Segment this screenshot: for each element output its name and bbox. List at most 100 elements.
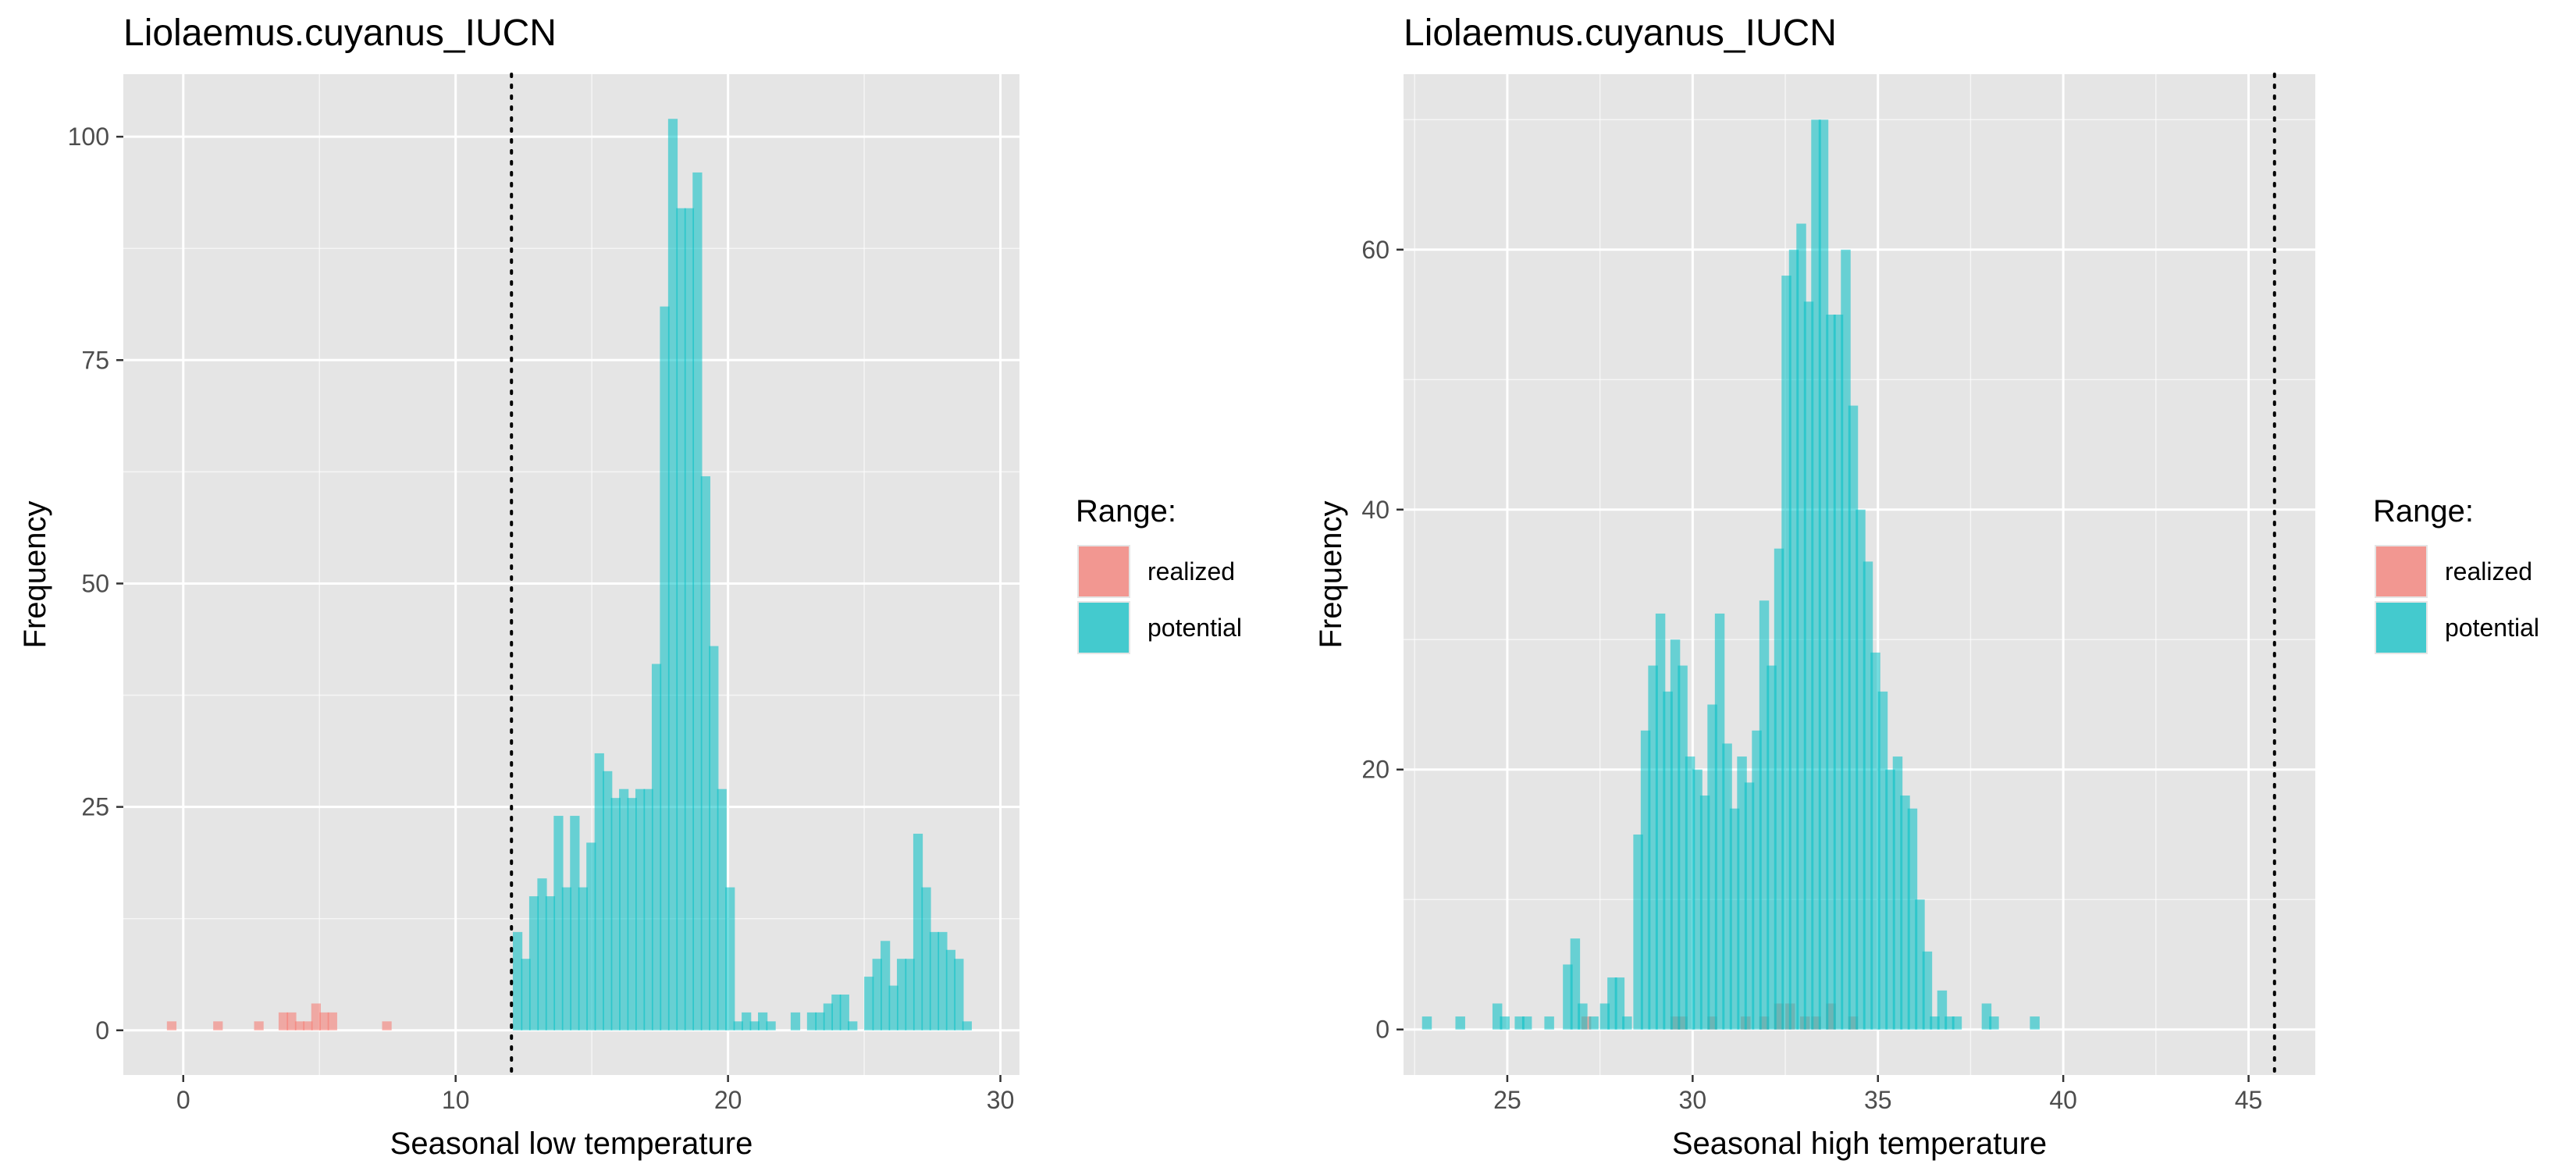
histogram-bar-potential — [537, 878, 547, 1030]
histogram-bar-potential — [896, 959, 907, 1030]
histogram-bar-potential — [594, 753, 604, 1030]
histogram-bar-potential — [1863, 561, 1873, 1030]
legend-swatch-potential — [1079, 603, 1129, 653]
histogram-bar-potential — [1640, 730, 1651, 1030]
y-tick-label: 75 — [81, 346, 109, 374]
histogram-bar-realized — [286, 1012, 297, 1030]
panel-high-temperature: 25 30 35 40 45 0 20 40 60 Liolaemus.cuyanus_IUCN S… — [1314, 12, 2539, 1161]
histogram-bar-potential — [1885, 769, 1895, 1030]
histogram-bar-potential — [1900, 795, 1910, 1030]
histogram-bar-potential — [921, 887, 931, 1030]
histogram-bar-potential — [1759, 600, 1770, 1030]
x-tick-label: 30 — [987, 1086, 1015, 1114]
histogram-bar-potential — [881, 941, 891, 1030]
histogram-bar-potential — [945, 949, 956, 1030]
histogram-bar-realized — [303, 1021, 313, 1030]
histogram-bar-potential — [521, 959, 531, 1030]
histogram-bar-potential — [651, 664, 662, 1030]
histogram-bar-potential — [1907, 808, 1918, 1030]
legend-label-realized: realized — [1147, 557, 1235, 586]
histogram-bar-realized — [254, 1021, 264, 1030]
histogram-bar-potential — [938, 931, 948, 1030]
histogram-bar-potential — [610, 798, 621, 1030]
histogram-bar-realized — [319, 1012, 329, 1030]
histogram-bar-realized — [327, 1012, 337, 1030]
y-tick-label: 0 — [95, 1016, 109, 1045]
y-tick-label: 20 — [1361, 756, 1389, 784]
legend: Range: realized potential — [1076, 494, 1242, 654]
histogram-bar-potential — [1803, 301, 1814, 1030]
histogram-bar-potential — [578, 887, 588, 1030]
histogram-bar-potential — [1707, 704, 1717, 1030]
histogram-bar-potential — [1892, 756, 1903, 1030]
histogram-bar-potential — [692, 172, 703, 1030]
histogram-bar-potential — [1767, 665, 1777, 1030]
histogram-bar-potential — [1455, 1016, 1465, 1030]
legend-label-potential: potential — [2445, 614, 2539, 642]
histogram-bar-potential — [1833, 315, 1844, 1030]
histogram-bar-potential — [864, 977, 874, 1030]
chart-title: Liolaemus.cuyanus_IUCN — [1404, 12, 1837, 54]
legend-label-potential: potential — [1147, 614, 1242, 642]
histogram-bar-potential — [561, 887, 572, 1030]
histogram-bar-potential — [848, 1021, 858, 1030]
histogram-bar-potential — [1421, 1016, 1432, 1030]
histogram-bar-potential — [1915, 899, 1925, 1030]
histogram-bar-potential — [913, 833, 923, 1030]
histogram-bar-potential — [1774, 548, 1784, 1030]
histogram-bar-potential — [905, 959, 915, 1030]
x-tick-label: 25 — [1493, 1086, 1521, 1114]
histogram-bar-realized — [311, 1003, 321, 1030]
histogram-bar-potential — [766, 1021, 776, 1030]
histogram-bar-potential — [806, 1012, 817, 1030]
legend-swatch-realized — [1079, 546, 1129, 596]
histogram-bar-potential — [635, 788, 646, 1030]
y-tick-label: 100 — [68, 123, 109, 151]
x-tick-label: 0 — [176, 1086, 190, 1114]
histogram-bar-potential — [1670, 639, 1681, 1030]
histogram-bar-potential — [1981, 1003, 1992, 1030]
histogram-bar-potential — [545, 896, 556, 1030]
histogram-bar-potential — [1781, 276, 1791, 1030]
histogram-bar-potential — [1788, 249, 1799, 1030]
histogram-bar-potential — [1570, 938, 1581, 1030]
histogram-bar-potential — [1870, 652, 1880, 1030]
chart-title: Liolaemus.cuyanus_IUCN — [123, 12, 557, 54]
histogram-bar-potential — [742, 1012, 752, 1030]
histogram-bar-potential — [643, 788, 653, 1030]
histogram-bar-potential — [627, 798, 637, 1030]
histogram-bar-potential — [1818, 119, 1829, 1030]
histogram-bar-potential — [619, 788, 629, 1030]
histogram-bar-potential — [1744, 782, 1755, 1030]
legend-title: Range: — [1076, 494, 1176, 529]
histogram-bar-potential — [1521, 1016, 1532, 1030]
histogram-bar-potential — [1937, 990, 1948, 1030]
histogram-bar-potential — [603, 771, 613, 1030]
histogram-bar-potential — [725, 887, 735, 1030]
histogram-bar-potential — [570, 816, 580, 1030]
histogram-bar-potential — [1848, 405, 1859, 1030]
legend-swatch-realized — [2376, 546, 2426, 596]
histogram-bar-potential — [1877, 691, 1888, 1030]
histogram-bar-potential — [888, 985, 898, 1030]
histogram-bar-potential — [1826, 315, 1836, 1030]
histogram-bar-potential — [733, 1021, 743, 1030]
y-tick-label: 25 — [81, 793, 109, 821]
histogram-bar-potential — [660, 306, 670, 1030]
histogram-bar-potential — [1589, 1016, 1599, 1030]
histogram-bar-potential — [1514, 1016, 1525, 1030]
histogram-bar-potential — [1492, 1003, 1503, 1030]
legend-label-realized: realized — [2445, 557, 2532, 586]
histogram-bar-potential — [1856, 509, 1866, 1030]
x-tick-label: 35 — [1864, 1086, 1892, 1114]
x-tick-label: 30 — [1679, 1086, 1707, 1114]
histogram-bar-potential — [1578, 1003, 1588, 1030]
histogram-bar-potential — [1614, 977, 1625, 1030]
panel-low-temperature: 0 10 20 30 0 25 50 75 100 Liolaemus.cuyanus_IUCN S… — [18, 12, 1242, 1161]
histogram-bar-potential — [1737, 756, 1747, 1030]
histogram-bar-potential — [1796, 223, 1806, 1030]
histogram-bar-potential — [1729, 808, 1740, 1030]
histogram-bar-potential — [1622, 1016, 1632, 1030]
histogram-bar-potential — [758, 1012, 768, 1030]
x-tick-label: 40 — [2049, 1086, 2077, 1114]
